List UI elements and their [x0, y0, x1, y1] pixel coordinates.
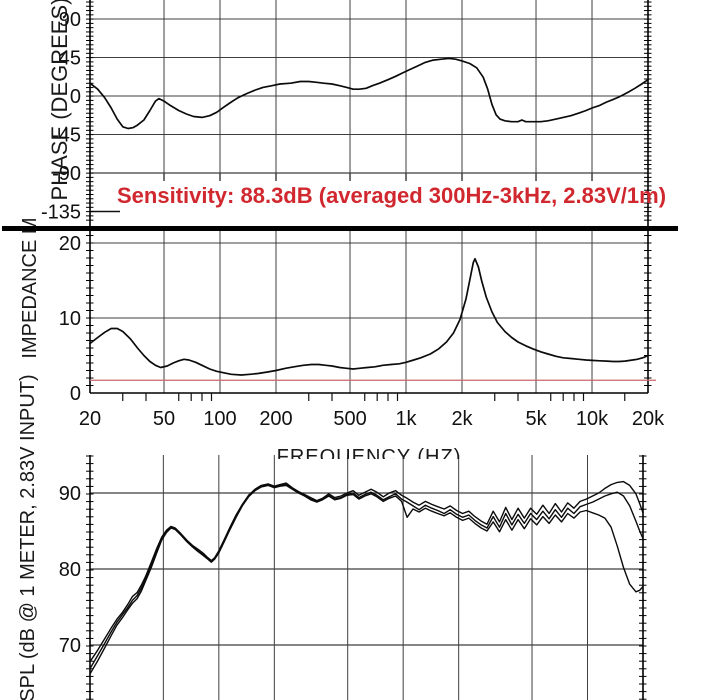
spl-y-tick-label: 80 — [59, 559, 81, 581]
frequency-tick-label: 20 — [79, 408, 101, 430]
frequency-axis-title-clipped: FREQUENCY (HZ) — [90, 446, 648, 459]
chart-divider — [2, 226, 678, 231]
spl-trace-3-curve — [89, 484, 644, 675]
frequency-tick-label: 20k — [632, 408, 665, 430]
phase-y-tick-label: -135 — [41, 202, 81, 224]
impedance-y-tick-label: 10 — [59, 308, 81, 330]
phase-y-tick-label: 45 — [59, 48, 81, 70]
frequency-tick-label: 200 — [259, 408, 292, 430]
frequency-tick-label: 5k — [525, 408, 547, 430]
frequency-tick-label: 10k — [576, 408, 609, 430]
frequency-tick-label: 500 — [333, 408, 366, 430]
frequency-axis-title: FREQUENCY (HZ) — [276, 446, 462, 459]
impedance-y-tick-label: 20 — [59, 233, 81, 255]
spl-trace-1-curve — [89, 480, 644, 663]
sensitivity-annotation: Sensitivity: 88.3dB (averaged 300Hz-3kHz… — [117, 183, 667, 208]
phase-y-tick-label: 0 — [70, 86, 81, 108]
spl-y-tick-label: 90 — [59, 483, 81, 505]
spl-y-tick-label: 70 — [59, 635, 81, 657]
spl-trace-2-curve — [89, 483, 644, 670]
frequency-tick-label: 1k — [395, 408, 417, 430]
phase-y-tick-label: -45 — [52, 125, 81, 147]
frequency-tick-label: 50 — [153, 408, 175, 430]
phase-y-tick-label: 90 — [59, 9, 81, 31]
frequency-tick-label: 100 — [203, 408, 236, 430]
phase-y-tick-label: -90 — [52, 163, 81, 185]
impedance-y-tick-label: 0 — [70, 383, 81, 405]
phase-curve — [89, 57, 649, 130]
frequency-tick-label: 2k — [451, 408, 473, 430]
impedance-curve — [89, 257, 649, 376]
